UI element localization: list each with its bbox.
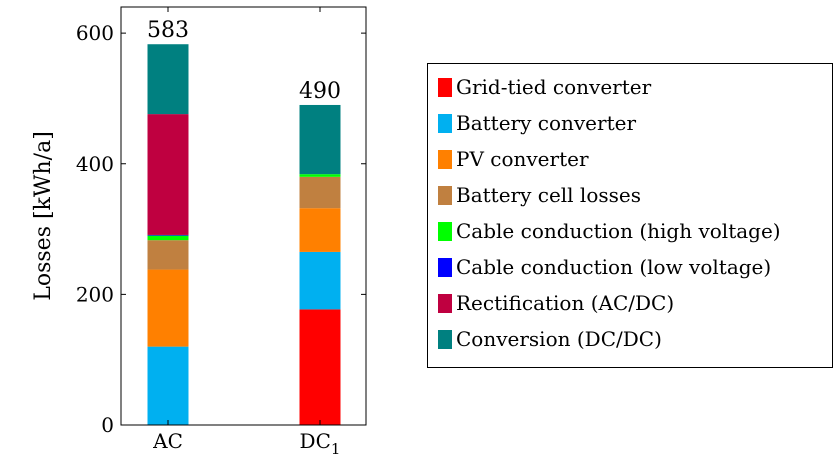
legend-swatch: [438, 293, 452, 313]
legend-label: Battery cell losses: [456, 183, 641, 207]
legend-item: Cable conduction (low voltage): [438, 252, 771, 282]
legend-label: Rectification (AC/DC): [456, 291, 675, 315]
x-tick-label-main: DC: [300, 429, 331, 453]
bar-segment-0-3: [147, 240, 189, 270]
y-tick-label: 0: [101, 413, 114, 437]
legend-swatch: [438, 113, 452, 133]
x-tick-label: DC1: [300, 429, 341, 455]
bar-segment-1-7: [299, 104, 341, 175]
legend-item: Rectification (AC/DC): [438, 288, 674, 318]
bar-segment-0-5: [147, 234, 189, 236]
x-tick-label-main: AC: [152, 429, 183, 453]
legend-item: Battery cell losses: [438, 180, 641, 210]
x-tick-label-subscript: 1: [331, 440, 341, 455]
legend-item: Battery converter: [438, 108, 636, 138]
legend-item: PV converter: [438, 144, 589, 174]
axis-frame: [120, 6, 367, 426]
legend-item: Conversion (DC/DC): [438, 324, 662, 354]
bar-segment-0-6: [147, 114, 189, 235]
bar-segment-1-2: [299, 208, 341, 252]
bar-segment-1-0: [299, 309, 341, 425]
legend-label: Cable conduction (low voltage): [456, 255, 772, 279]
legend-label: Cable conduction (high voltage): [456, 219, 781, 243]
x-tick-label: AC: [152, 429, 183, 453]
bar-segment-1-3: [299, 176, 341, 209]
y-tick-label: 400: [76, 152, 114, 176]
legend: Grid-tied converter Battery converter PV c…: [427, 63, 833, 368]
legend-swatch: [438, 221, 452, 241]
y-tick-label: 200: [76, 282, 114, 306]
legend-label: PV converter: [456, 147, 589, 171]
bar-total-label: 583: [147, 18, 189, 43]
bar-total-label: 490: [299, 79, 341, 104]
legend-swatch: [438, 185, 452, 205]
legend-swatch: [438, 77, 452, 97]
legend-item: Grid-tied converter: [438, 72, 651, 102]
legend-swatch: [438, 257, 452, 277]
legend-swatch: [438, 149, 452, 169]
bar-segment-0-1: [147, 346, 189, 425]
bar-segment-1-1: [299, 251, 341, 310]
y-tick-label: 600: [76, 21, 114, 45]
bars-layer: 583 490: [147, 18, 341, 425]
bar-segment-0-7: [147, 44, 189, 115]
bar-segment-1-4: [299, 174, 341, 177]
legend-swatch: [438, 329, 452, 349]
legend-item: Cable conduction (high voltage): [438, 216, 781, 246]
legend-label: Conversion (DC/DC): [456, 327, 662, 351]
y-axis-label: Losses [kWh/a]: [31, 131, 56, 301]
ticks-layer: 0 200 400 600 AC DC1: [76, 7, 366, 455]
bar-segment-0-4: [147, 235, 189, 241]
legend-label: Grid-tied converter: [456, 75, 652, 99]
legend-label: Battery converter: [456, 111, 636, 135]
bar-segment-0-2: [147, 269, 189, 347]
